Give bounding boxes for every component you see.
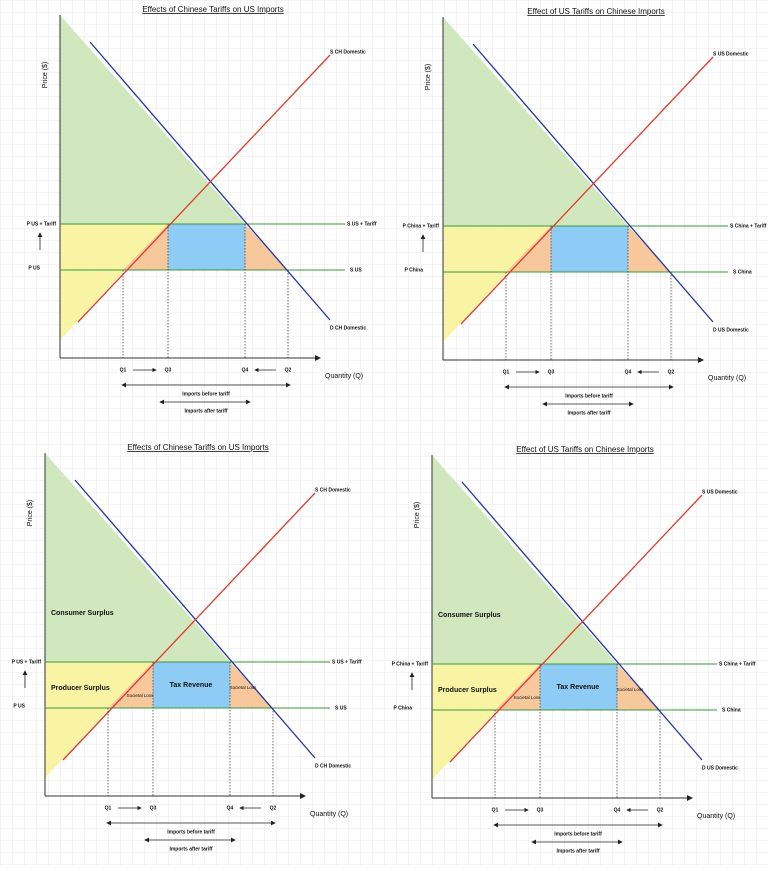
panels: Effects of Chinese Tariffs on US Imports…: [12, 5, 767, 854]
demand-label: D US Domestic: [713, 327, 749, 333]
x-axis-label: Quantity (Q): [325, 373, 363, 380]
consumer-surplus-area: [443, 17, 628, 226]
imports-before-label: Imports before tariff: [565, 393, 613, 399]
quantity-label: Q1: [105, 805, 112, 811]
tariff-price-label: P US + Tariff: [27, 221, 57, 227]
societal-loss-label: Societal Loss: [230, 685, 258, 690]
imports-after-label: Imports after tariff: [567, 410, 610, 416]
world-supply-label: S China: [722, 707, 741, 713]
world-price-label: P China: [404, 267, 423, 273]
panel: Effects of Chinese Tariffs on US Imports…: [27, 5, 377, 414]
quantity-label: Q3: [150, 805, 157, 811]
world-supply-label: S US: [335, 705, 347, 711]
world-price-label: P US: [28, 265, 40, 271]
panel-title: Effects of Chinese Tariffs on US Imports: [127, 443, 268, 452]
supply-label: S US Domestic: [713, 51, 749, 57]
world-supply-label: S US: [350, 267, 362, 273]
societal-loss-label: Societal Loss: [514, 695, 542, 700]
quantity-label: Q4: [625, 369, 632, 375]
tax-revenue-area: [153, 662, 230, 708]
y-axis-label: Price ($): [425, 64, 432, 90]
loss-area: [506, 226, 551, 272]
societal-loss-label: Societal Loss: [617, 687, 645, 692]
supply-curve: [449, 494, 703, 763]
tariff-supply-label: S US + Tariff: [332, 659, 362, 665]
demand-label: D CH Domestic: [315, 763, 351, 769]
y-axis-label: Price ($): [414, 502, 421, 528]
societal-loss-label: Societal Loss: [127, 693, 155, 698]
quantity-label: Q1: [492, 807, 499, 813]
panel-title: Effect of US Tariffs on Chinese Imports: [527, 7, 664, 16]
quantity-label: Q4: [227, 805, 234, 811]
y-axis-label: Price ($): [27, 500, 34, 526]
supply-label: S US Domestic: [702, 489, 738, 495]
x-axis-label: Quantity (Q): [697, 813, 735, 820]
supply-curve: [77, 54, 331, 323]
quantity-label: Q1: [120, 367, 127, 373]
supply-label: S CH Domestic: [330, 49, 366, 55]
panel-title: Effect of US Tariffs on Chinese Imports: [516, 445, 653, 454]
consumer-surplus-label: Consumer Surplus: [51, 610, 114, 617]
quantity-label: Q3: [165, 367, 172, 373]
consumer-surplus-area: [60, 15, 245, 224]
tax-revenue-label: Tax Revenue: [557, 684, 600, 691]
producer-surplus-label: Producer Surplus: [438, 687, 497, 694]
tax-revenue-area: [551, 226, 628, 272]
y-axis-label: Price ($): [42, 62, 49, 88]
producer-surplus-label: Producer Surplus: [51, 685, 110, 692]
world-supply-label: S China: [733, 269, 752, 275]
demand-label: D US Domestic: [702, 765, 738, 771]
tax-revenue-area: [540, 664, 617, 710]
supply-label: S CH Domestic: [315, 487, 351, 493]
x-axis-label: Quantity (Q): [708, 375, 746, 382]
supply-curve: [460, 56, 714, 325]
imports-before-label: Imports before tariff: [167, 829, 215, 835]
demand-curve: [74, 479, 316, 759]
quantity-label: Q2: [270, 805, 277, 811]
loss-area: [108, 662, 153, 708]
imports-after-label: Imports after tariff: [184, 408, 227, 414]
panel: Effect of US Tariffs on Chinese Imports P…: [403, 7, 767, 416]
quantity-label: Q4: [614, 807, 621, 813]
imports-after-label: Imports after tariff: [169, 846, 212, 852]
demand-curve: [89, 41, 331, 321]
panel: Effect of US Tariffs on Chinese Imports P…: [392, 445, 756, 854]
quantity-label: Q3: [548, 369, 555, 375]
consumer-surplus-area: [45, 453, 230, 662]
quantity-label: Q2: [668, 369, 675, 375]
world-price-label: P US: [13, 703, 25, 709]
panel-title: Effects of Chinese Tariffs on US Imports: [142, 5, 283, 14]
tariff-price-label: P China + Tariff: [392, 661, 429, 667]
world-price-label: P China: [393, 705, 412, 711]
tariff-supply-label: S China + Tariff: [730, 223, 767, 229]
demand-curve: [461, 481, 703, 761]
quantity-label: Q3: [537, 807, 544, 813]
quantity-label: Q2: [285, 367, 292, 373]
demand-label: D CH Domestic: [330, 325, 366, 331]
tax-revenue-label: Tax Revenue: [170, 682, 213, 689]
imports-after-label: Imports after tariff: [556, 848, 599, 854]
tariff-price-label: P US + Tariff: [12, 659, 42, 665]
demand-curve: [472, 43, 714, 323]
consumer-surplus-area: [432, 455, 617, 664]
tariff-supply-label: S US + Tariff: [347, 221, 377, 227]
tariff-supply-label: S China + Tariff: [719, 661, 756, 667]
tax-revenue-area: [168, 224, 245, 270]
loss-area: [495, 664, 540, 710]
loss-area: [123, 224, 168, 270]
consumer-surplus-label: Consumer Surplus: [438, 612, 501, 619]
imports-before-label: Imports before tariff: [554, 831, 602, 837]
supply-curve: [62, 492, 316, 761]
x-axis-label: Quantity (Q): [310, 811, 348, 818]
quantity-label: Q2: [657, 807, 664, 813]
imports-before-label: Imports before tariff: [182, 391, 230, 397]
quantity-label: Q4: [242, 367, 249, 373]
tariff-price-label: P China + Tariff: [403, 223, 440, 229]
panel: Effects of Chinese Tariffs on US Imports…: [12, 443, 362, 852]
quantity-label: Q1: [503, 369, 510, 375]
